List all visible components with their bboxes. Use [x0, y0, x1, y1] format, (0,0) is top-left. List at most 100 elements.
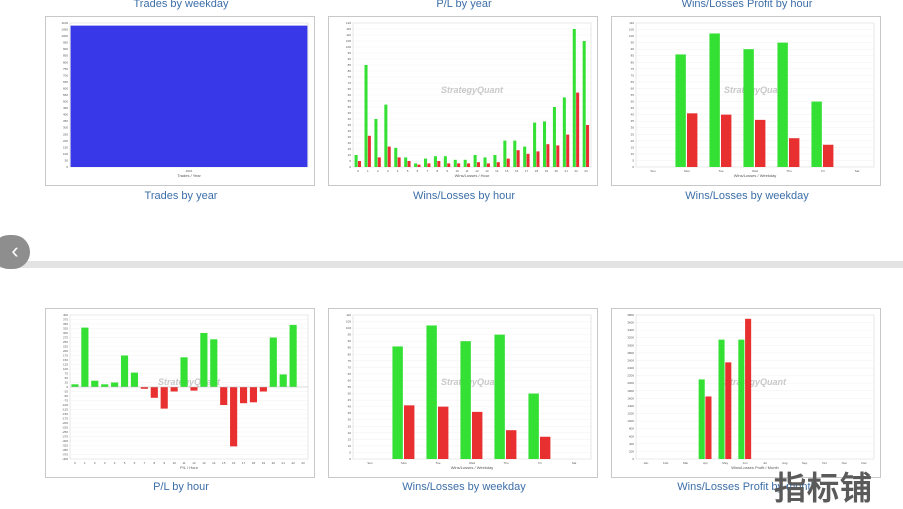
y-tick-label: 450 — [63, 106, 68, 110]
x-tick-label: 13 — [485, 169, 489, 173]
prev-arrow-icon[interactable]: ‹ — [0, 235, 30, 269]
bar-loss-Tue — [438, 406, 449, 459]
x-tick-label: 17 — [242, 461, 246, 465]
x-axis-title: Wins/Losses / Hour — [455, 173, 490, 178]
bar-win-6 — [414, 163, 418, 167]
y-tick-label: 75 — [631, 67, 635, 71]
bar-pl-by-hour-20 — [269, 337, 277, 387]
y-tick-label: 500 — [63, 100, 68, 104]
x-tick-label: 10 — [172, 461, 176, 465]
bar-win-0 — [354, 155, 358, 167]
x-tick-label: 6 — [134, 461, 136, 465]
bar-trades-by-year-2021 — [70, 25, 308, 168]
y-tick-label: 110 — [346, 313, 351, 317]
header-caption-2: P/L by year — [436, 0, 492, 10]
bar-win-14 — [493, 155, 497, 167]
x-tick-label: Nov — [842, 461, 848, 465]
bar-loss-May — [725, 362, 732, 459]
caption-wins-losses-by-weekday-top: Wins/Losses by weekday — [685, 190, 809, 202]
y-tick-label: 115 — [346, 27, 351, 31]
chart-card-wins-losses-by-hour: 0 5 10 15 20 25 30 35 40 45 50 55 60 65 70 75 80 85 90 95 10… — [328, 16, 598, 186]
y-tick-label: 25 — [65, 381, 69, 385]
y-tick-label: 120 — [346, 21, 351, 25]
caption-wins-losses-profit-by-month: Wins/Losses Profit by month — [677, 481, 817, 493]
bar-pl-by-hour-18 — [249, 387, 258, 403]
bar-loss-Fri — [823, 144, 834, 167]
bar-win-9 — [443, 156, 447, 167]
y-tick-label: 45 — [348, 398, 352, 402]
x-axis-title: Wins/Losses Profit / Month — [731, 465, 779, 470]
x-tick-label: 13 — [202, 461, 206, 465]
y-tick-label: 400 — [63, 313, 68, 317]
y-tick-label: 200 — [63, 139, 68, 143]
y-tick-label: 1400 — [627, 404, 634, 408]
x-tick-label: Jul — [763, 461, 767, 465]
x-tick-label: 5 — [124, 461, 126, 465]
x-tick-label: 4 — [114, 461, 116, 465]
y-tick-label: 200 — [629, 449, 634, 453]
y-tick-label: 2000 — [627, 381, 634, 385]
bar-loss-13 — [486, 163, 490, 167]
y-tick-label: 70 — [631, 73, 635, 77]
y-tick-label: 100 — [346, 326, 351, 330]
y-tick-label: 15 — [631, 145, 635, 149]
bar-win-Apr — [698, 379, 705, 459]
x-tick-label: 19 — [262, 461, 266, 465]
chart-trades-by-year: 0 50 100 150 200 250 300 350 400 450 500 550 600 650 7… — [61, 21, 309, 178]
x-tick-label: 22 — [574, 169, 578, 173]
bar-win-19 — [543, 121, 547, 167]
bar-win-May — [718, 339, 725, 459]
y-tick-label: 40 — [348, 117, 352, 121]
bar-pl-by-hour-0 — [71, 384, 79, 387]
chart-card-trades-by-year: 0 50 100 150 200 250 300 350 400 450 500 550 600 650 7… — [45, 16, 315, 186]
y-tick-label: 100 — [629, 34, 634, 38]
y-tick-label: 3800 — [627, 313, 634, 317]
bar-loss-23 — [586, 125, 590, 167]
bar-loss-Mon — [687, 113, 698, 167]
y-tick-label: 75 — [348, 359, 352, 363]
x-tick-label: 4 — [397, 169, 399, 173]
x-tick-label: 6 — [417, 169, 419, 173]
y-tick-label: 80 — [348, 69, 352, 73]
x-tick-label: 5 — [407, 169, 409, 173]
y-tick-label: 50 — [65, 376, 69, 380]
bar-pl-by-hour-19 — [259, 387, 267, 392]
x-tick-label: Tue — [435, 461, 440, 465]
bar-win-Fri — [811, 101, 822, 167]
bar-win-20 — [552, 107, 556, 167]
x-tick-label: 18 — [535, 169, 539, 173]
bar-loss-6 — [417, 164, 421, 167]
y-tick-label: 2600 — [627, 358, 634, 362]
y-tick-label: 1200 — [627, 412, 634, 416]
x-axis-title: Wins/Losses / Weekday — [734, 173, 777, 178]
y-tick-label: 105 — [346, 39, 351, 43]
bar-pl-by-hour-7 — [140, 387, 148, 389]
y-tick-label: -100 — [62, 403, 68, 407]
y-tick-label: 150 — [63, 145, 68, 149]
x-tick-label: 14 — [212, 461, 216, 465]
y-tick-label: -275 — [62, 435, 68, 439]
bar-pl-by-hour-12 — [190, 387, 198, 391]
bar-win-Mon — [392, 346, 403, 459]
y-tick-label: -200 — [62, 421, 68, 425]
y-tick-label: 90 — [631, 47, 635, 51]
y-tick-label: 110 — [346, 33, 351, 37]
y-tick-label: 325 — [63, 327, 68, 331]
y-tick-label: 20 — [631, 139, 635, 143]
caption-trades-by-year: Trades by year — [144, 190, 218, 202]
x-tick-label: 20 — [272, 461, 276, 465]
y-tick-label: 1800 — [627, 389, 634, 393]
y-tick-label: 400 — [63, 113, 68, 117]
x-tick-label: 12 — [192, 461, 196, 465]
x-tick-label: 22 — [291, 461, 295, 465]
x-tick-label: 16 — [515, 169, 519, 173]
y-tick-label: 55 — [348, 385, 352, 389]
bar-pl-by-hour-11 — [180, 357, 188, 387]
y-tick-label: 25 — [348, 135, 352, 139]
bar-win-23 — [582, 41, 586, 167]
y-tick-label: 800 — [63, 60, 68, 64]
x-tick-label: 18 — [252, 461, 256, 465]
bar-loss-Fri — [540, 436, 551, 459]
y-tick-label: 250 — [63, 132, 68, 136]
bar-win-21 — [562, 97, 566, 167]
